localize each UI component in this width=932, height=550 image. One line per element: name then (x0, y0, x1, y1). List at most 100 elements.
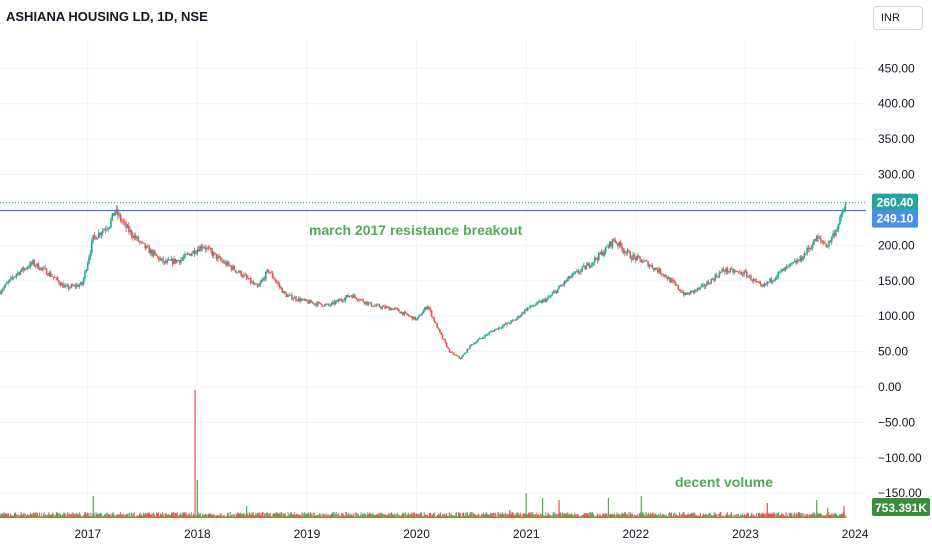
volume-bar (50, 514, 52, 518)
volume-bar (37, 515, 39, 518)
volume-bar (735, 516, 737, 518)
candle-body (277, 282, 279, 284)
volume-bar (304, 512, 306, 518)
candle-body (269, 271, 271, 273)
volume-bar (42, 516, 44, 518)
candle-body (81, 282, 84, 285)
candle-body (219, 257, 222, 261)
candle-body (802, 258, 804, 261)
candle-body (12, 277, 15, 279)
volume-bar (467, 515, 469, 518)
candles (0, 201, 847, 360)
volume-bar (621, 513, 623, 518)
volume-bar (397, 513, 399, 518)
volume-bar (507, 515, 509, 518)
candle-body (177, 260, 179, 261)
volume-bar (280, 514, 282, 518)
volume-bar (610, 513, 612, 518)
volume-bar (338, 516, 340, 518)
candle-body (291, 294, 293, 300)
volume-bar (348, 516, 350, 518)
candle-body (634, 256, 637, 261)
volume-bar (819, 514, 821, 518)
candle-body (366, 301, 369, 305)
volume-bar (42, 513, 44, 518)
volume-bar (544, 515, 546, 518)
volume-bar (424, 515, 426, 518)
volume-bar (682, 513, 684, 518)
volume-bar (36, 513, 38, 518)
volume-bar (736, 514, 738, 518)
candle-body (425, 307, 427, 310)
volume-bar (117, 515, 119, 518)
volume-bar (834, 512, 836, 518)
volume-bar (409, 515, 411, 518)
volume-bar (341, 516, 343, 518)
volume-bar (673, 513, 675, 518)
volume-bar (582, 514, 584, 518)
volume-bar (416, 513, 418, 518)
symbol-title[interactable]: ASHIANA HOUSING LD, 1D, NSE (6, 9, 208, 24)
volume-bar (434, 512, 436, 518)
candle-body (652, 268, 655, 270)
volume-bar (692, 514, 694, 518)
volume-bar (239, 513, 241, 518)
volume-bar (164, 513, 166, 518)
volume-bar (392, 514, 394, 518)
candle-body (352, 294, 355, 298)
candle-body (554, 290, 556, 292)
volume-bar (772, 512, 774, 518)
candle-body (126, 225, 129, 229)
volume-bar (575, 515, 577, 518)
volume-bar (721, 516, 723, 518)
volume-bar (350, 514, 352, 518)
volume-bar (630, 514, 632, 518)
volume-bar (778, 512, 780, 518)
candle-body (256, 284, 259, 287)
candle-body (285, 294, 288, 298)
volume-bar (767, 513, 769, 518)
candle-body (699, 287, 701, 290)
volume-bar (728, 515, 730, 518)
y-tick-label: −150.00 (878, 486, 922, 500)
volume-bar (463, 512, 465, 518)
candle-body (115, 209, 118, 212)
currency-selector[interactable]: INR (873, 6, 923, 30)
volume-bar (582, 515, 584, 518)
volume-bar (538, 514, 540, 518)
volume-bar (0, 513, 2, 518)
volume-bar (296, 513, 298, 518)
volume-bar (49, 514, 51, 518)
candle-body (249, 278, 252, 283)
candle-body (809, 247, 811, 250)
volume-bar (108, 514, 110, 518)
volume-bar (403, 513, 405, 518)
candle-body (487, 334, 489, 336)
volume-bar (340, 515, 342, 518)
volume-bar (287, 512, 289, 518)
volume-bar (626, 514, 628, 518)
candle-body (388, 306, 390, 311)
volume-bar (839, 513, 841, 518)
volume-bar (259, 516, 261, 518)
candle-body (477, 339, 480, 342)
volume-bar (95, 512, 97, 518)
candle-body (785, 266, 788, 268)
volume-bar (87, 516, 89, 518)
volume-bar (620, 516, 622, 518)
candle-body (570, 276, 573, 278)
volume-bar (486, 514, 488, 518)
volume-bar (655, 514, 657, 518)
candle-body (315, 303, 318, 306)
candle-body (296, 300, 299, 301)
candle-body (130, 230, 133, 236)
candle-body (803, 253, 806, 259)
volume-bar (288, 515, 290, 518)
volume-bar (496, 516, 498, 518)
candle-body (566, 279, 569, 282)
volume-bar (468, 515, 470, 518)
candle-body (792, 262, 795, 264)
volume-bar (136, 515, 138, 518)
